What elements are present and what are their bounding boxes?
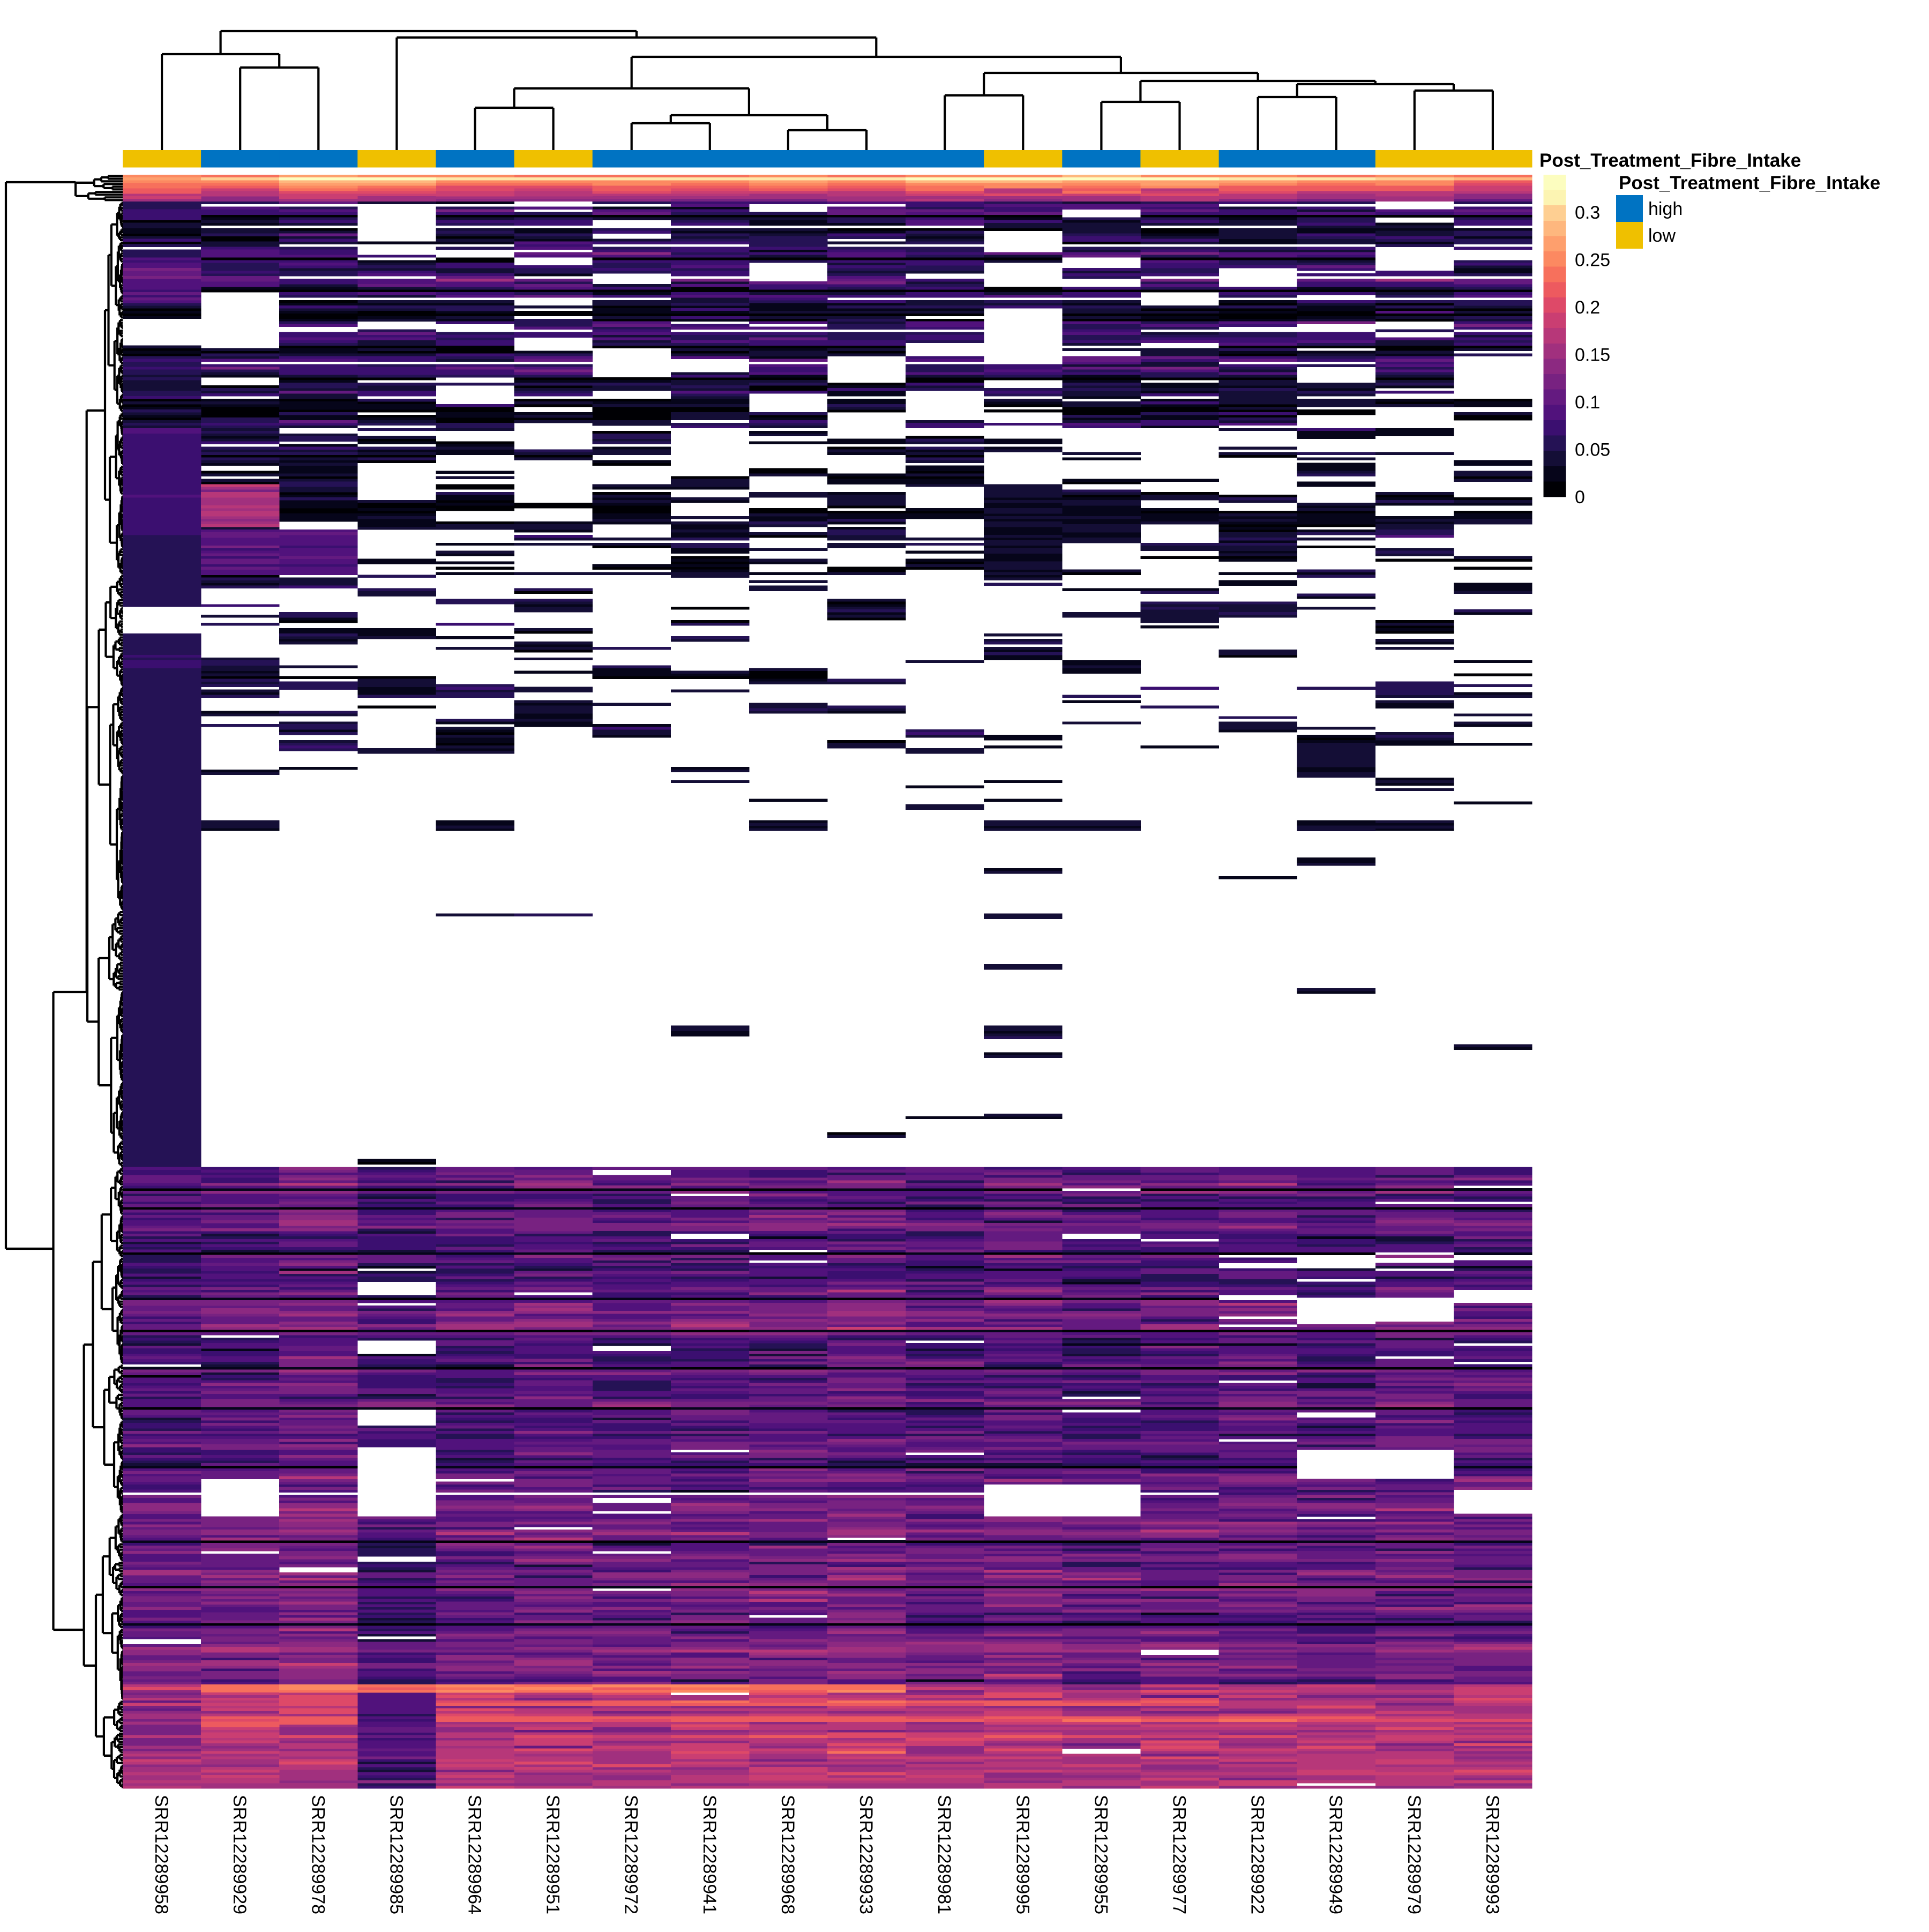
svg-text:SRR12289981: SRR12289981 (934, 1795, 954, 1914)
svg-text:SRR12289972: SRR12289972 (621, 1795, 641, 1914)
svg-text:Post_Treatment_Fibre_Intake: Post_Treatment_Fibre_Intake (1619, 173, 1880, 193)
svg-text:0.1: 0.1 (1575, 392, 1600, 413)
svg-text:0.15: 0.15 (1575, 345, 1610, 365)
svg-text:SRR12289977: SRR12289977 (1169, 1795, 1190, 1914)
svg-text:high: high (1648, 199, 1683, 219)
svg-text:SRR12289933: SRR12289933 (856, 1795, 876, 1914)
svg-text:0.2: 0.2 (1575, 297, 1600, 318)
svg-text:SRR12289985: SRR12289985 (386, 1795, 406, 1914)
svg-text:SRR12289941: SRR12289941 (699, 1795, 720, 1914)
svg-text:SRR12289964: SRR12289964 (465, 1795, 485, 1914)
svg-text:0.3: 0.3 (1575, 203, 1600, 223)
svg-text:SRR12289968: SRR12289968 (777, 1795, 798, 1914)
svg-text:low: low (1648, 226, 1676, 246)
svg-text:0: 0 (1575, 487, 1585, 508)
svg-text:0.25: 0.25 (1575, 250, 1610, 270)
svg-text:SRR12289951: SRR12289951 (543, 1795, 563, 1914)
svg-text:Post_Treatment_Fibre_Intake: Post_Treatment_Fibre_Intake (1539, 150, 1801, 171)
svg-text:0.05: 0.05 (1575, 440, 1610, 460)
svg-text:SRR12289979: SRR12289979 (1404, 1795, 1424, 1914)
svg-text:SRR12289955: SRR12289955 (1090, 1795, 1111, 1914)
svg-text:SRR12289993: SRR12289993 (1482, 1795, 1502, 1914)
svg-text:SRR12289995: SRR12289995 (1012, 1795, 1033, 1914)
svg-text:SRR12289929: SRR12289929 (229, 1795, 250, 1914)
svg-text:SRR12289922: SRR12289922 (1247, 1795, 1268, 1914)
svg-text:SRR12289949: SRR12289949 (1326, 1795, 1346, 1914)
svg-text:SRR12289978: SRR12289978 (308, 1795, 328, 1914)
svg-text:SRR12289958: SRR12289958 (151, 1795, 171, 1914)
